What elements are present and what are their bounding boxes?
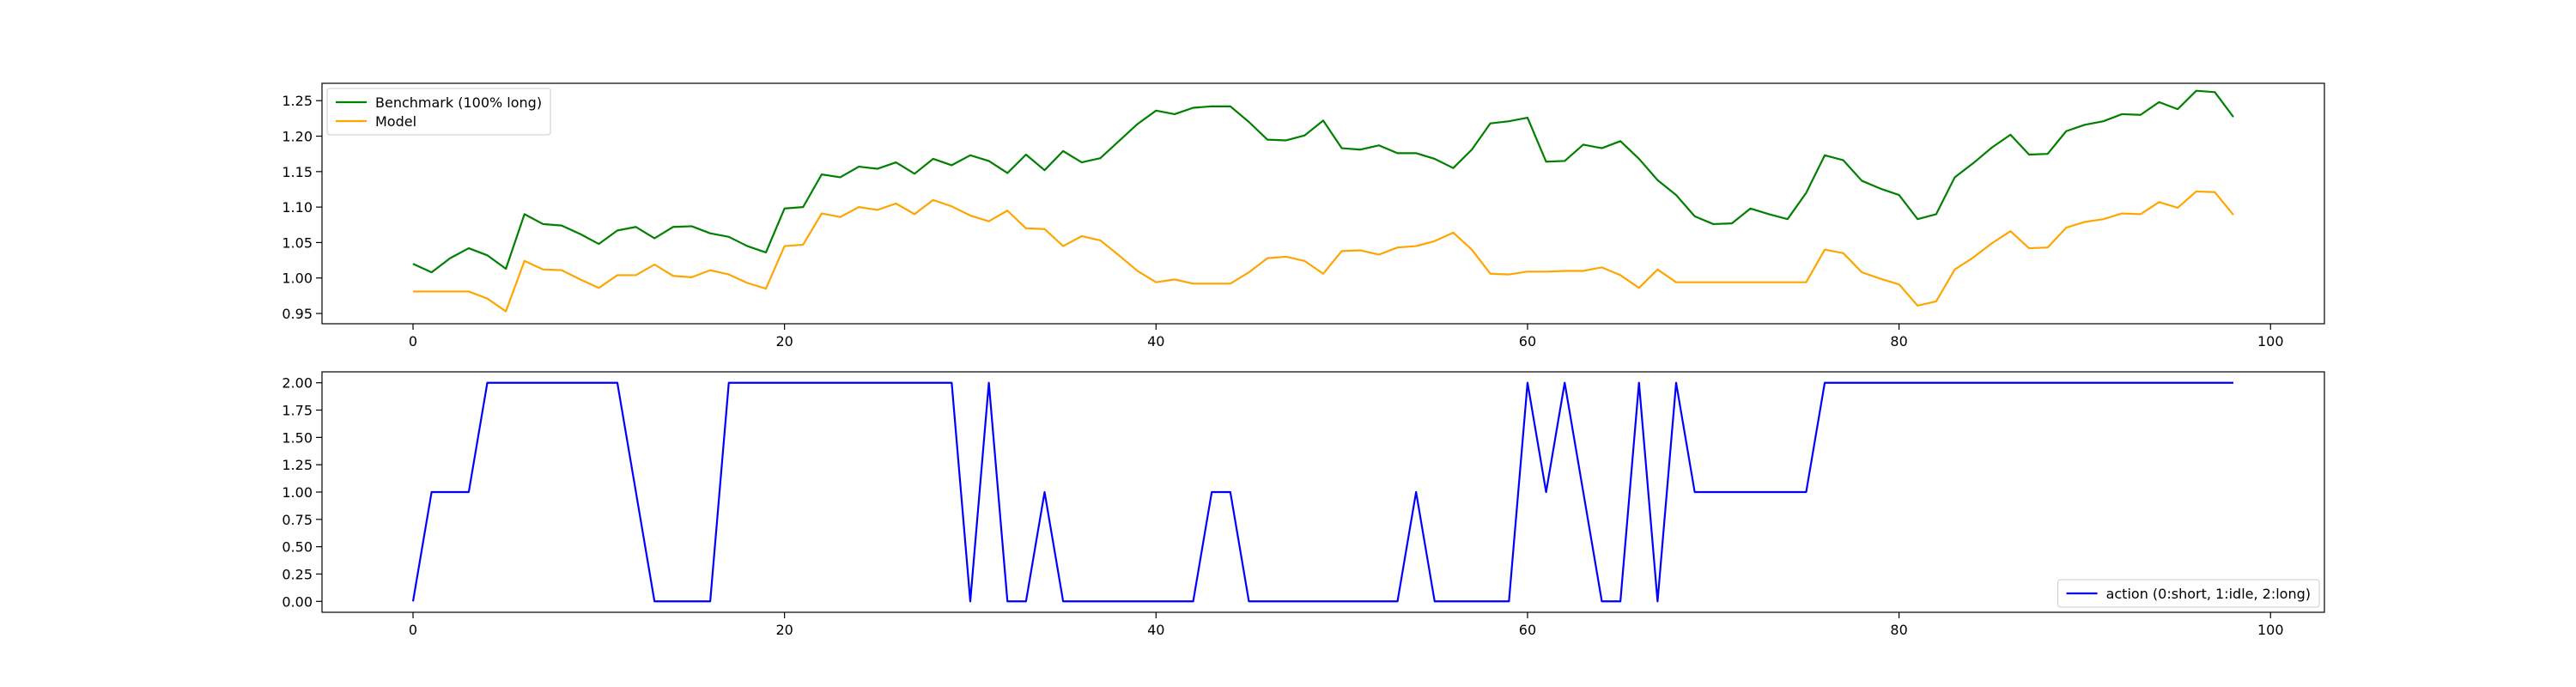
x-tick-label: 40 (1147, 333, 1164, 350)
y-tick-label: 1.00 (282, 484, 313, 501)
y-tick-label: 1.05 (282, 234, 313, 251)
legend-label: Benchmark (100% long) (375, 94, 542, 111)
series-line-1-2 (413, 190, 2234, 313)
y-tick-label: 0.00 (282, 593, 313, 610)
y-tick-label: 0.50 (282, 539, 313, 556)
legend: action (0:short, 1:idle, 2:long) (2057, 579, 2320, 608)
x-tick-label: 60 (1519, 622, 1536, 638)
chart-panel-2: 0 20 40 60 80 100 0.00 0.25 0.50 0.75 1.00 1.25 1.50… (282, 371, 2325, 638)
y-tick-label: 1.25 (282, 93, 313, 109)
y-tick-label: 1.00 (282, 271, 313, 287)
x-tick-label: 80 (1890, 333, 1907, 350)
y-tick-label: 1.15 (282, 164, 313, 180)
x-tick-label: 0 (409, 333, 417, 350)
y-tick-label: 1.75 (282, 403, 313, 419)
x-tick-label: 20 (775, 622, 793, 638)
series-line-2-1 (411, 381, 2233, 603)
y-tick-label: 1.50 (282, 429, 313, 446)
legend-label: action (0:short, 1:idle, 2:long) (2106, 586, 2311, 602)
axes-frame (321, 82, 2325, 325)
x-tick-label: 60 (1519, 333, 1536, 350)
x-tick-label: 20 (775, 333, 793, 350)
series-line-1-1 (412, 89, 2234, 274)
x-tick-label: 40 (1147, 622, 1164, 638)
y-tick-label: 1.10 (282, 199, 313, 216)
y-tick-label: 0.25 (282, 566, 313, 582)
legend: Benchmark (100% long) Model (326, 88, 551, 136)
y-tick-label: 0.75 (282, 512, 313, 528)
legend-box (2057, 579, 2320, 608)
y-tick-label: 0.95 (282, 306, 313, 322)
x-tick-label: 0 (409, 622, 417, 638)
x-tick-label: 80 (1890, 622, 1907, 638)
y-tick-label: 1.25 (282, 457, 313, 473)
legend-label: Model (375, 113, 416, 130)
x-tick-label: 100 (2257, 622, 2284, 638)
y-tick-label: 1.20 (282, 129, 313, 145)
x-tick-label: 100 (2257, 333, 2284, 350)
chart-panel-1: 0 20 40 60 80 100 0.95 1.00 1.05 1.10 1.15 1.20 1.25… (282, 82, 2325, 350)
legend-box (326, 88, 551, 136)
y-tick-label: 2.00 (282, 375, 313, 392)
